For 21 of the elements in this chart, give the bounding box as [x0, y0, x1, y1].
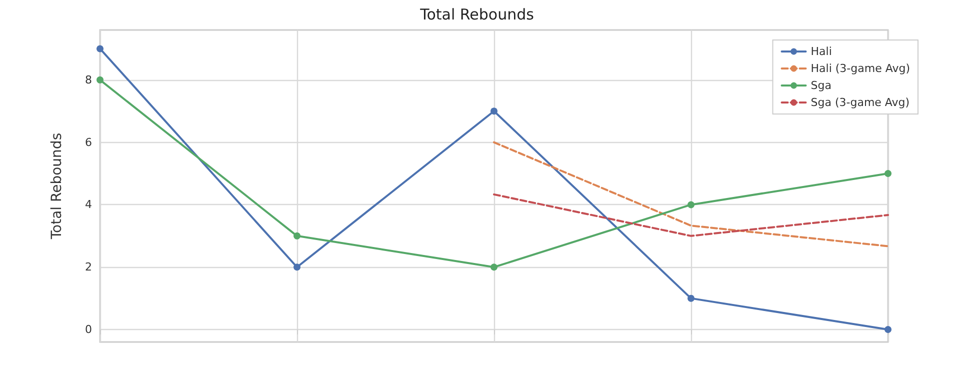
- legend-label: Sga: [810, 79, 832, 92]
- point: [96, 45, 104, 52]
- y-tick-label: 0: [85, 323, 92, 336]
- point: [490, 108, 498, 115]
- chart-title: Total Rebounds: [419, 6, 534, 24]
- y-tick-label: 2: [85, 260, 92, 274]
- legend-label: Hali: [810, 45, 832, 58]
- point: [96, 76, 104, 84]
- y-axis-title: Total Rebounds: [49, 132, 65, 240]
- legend-label: Hali (3-game Avg): [810, 62, 910, 75]
- legend-label: Sga (3-game Avg): [810, 96, 910, 109]
- point: [884, 326, 892, 334]
- y-tick-label: 8: [85, 73, 92, 86]
- y-tick-label: 6: [85, 136, 92, 149]
- point: [688, 201, 694, 208]
- point: [884, 170, 892, 178]
- point: [294, 264, 300, 271]
- point: [490, 264, 498, 271]
- y-tick-label: 4: [85, 198, 92, 212]
- point: [294, 232, 300, 240]
- point: [688, 294, 694, 302]
